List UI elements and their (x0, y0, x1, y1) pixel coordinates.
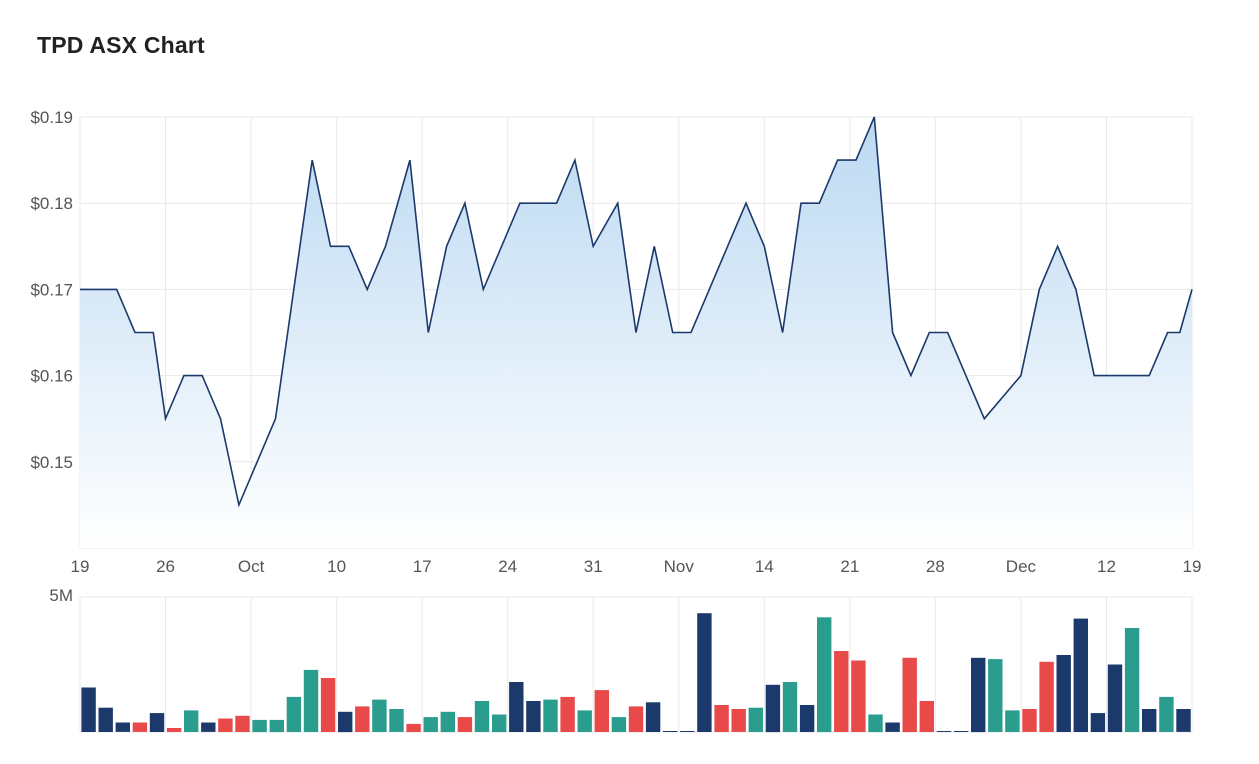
volume-bar (680, 731, 695, 732)
volume-bar (389, 709, 404, 732)
volume-bar (269, 719, 284, 733)
volume-bar (338, 711, 353, 733)
price-tick-label: $0.18 (30, 194, 73, 213)
date-tick-label: 19 (1183, 557, 1202, 576)
volume-bar (218, 718, 233, 732)
date-tick-label: 19 (71, 557, 90, 576)
price-tick-label: $0.16 (30, 367, 73, 386)
volume-bar (115, 722, 130, 732)
volume-bar (355, 706, 370, 732)
volume-bar (320, 678, 336, 732)
date-tick-label: 28 (926, 557, 945, 576)
volume-bar (1039, 661, 1054, 732)
volume-bar (714, 705, 729, 732)
volume-y-axis: 5M (49, 586, 73, 605)
volume-bar (560, 696, 575, 732)
price-tick-label: $0.19 (30, 108, 73, 127)
volume-bar (474, 701, 490, 732)
volume-bar (697, 613, 712, 732)
volume-bar (492, 714, 507, 733)
volume-bar (509, 682, 524, 732)
volume-bar (1159, 696, 1174, 732)
price-line (80, 116, 1193, 508)
volume-bar (457, 717, 473, 732)
volume-bar (799, 705, 815, 732)
price-tick-label: $0.17 (30, 280, 73, 299)
volume-bar (1022, 709, 1037, 732)
volume-bar (252, 719, 267, 733)
price-y-axis: $0.19 $0.18 $0.17 $0.16 $0.15 (30, 108, 73, 472)
volume-bar (748, 707, 763, 732)
volume-bar (919, 701, 934, 732)
volume-bar (936, 731, 952, 732)
volume-bar (1176, 709, 1191, 732)
date-tick-label: 10 (327, 557, 346, 576)
volume-bar (782, 682, 798, 732)
date-tick-label: 12 (1097, 557, 1116, 576)
date-tick-label: 21 (840, 557, 859, 576)
date-tick-label: 31 (584, 557, 603, 576)
chart-title: TPD ASX Chart (37, 32, 205, 58)
volume-bar (149, 713, 165, 732)
volume-bar (731, 709, 746, 732)
volume-tick-label: 5M (49, 586, 73, 605)
volume-bar (1142, 709, 1157, 732)
volume-bar (885, 722, 900, 732)
volume-bar (851, 660, 866, 732)
volume-bar (953, 731, 969, 732)
volume-bar (645, 702, 661, 732)
date-tick-label: 17 (413, 557, 432, 576)
price-tick-label: $0.15 (30, 453, 73, 472)
volume-bar (406, 723, 421, 732)
volume-bar (526, 701, 541, 732)
volume-bar (1090, 713, 1106, 732)
volume-bar (440, 711, 455, 733)
volume-bar (286, 696, 302, 732)
volume-bar (611, 717, 627, 732)
volume-bar (1005, 710, 1020, 732)
volume-bar (372, 699, 387, 732)
volume-bar (817, 617, 832, 733)
volume-bar (1107, 664, 1123, 732)
date-tick-label: 26 (156, 557, 175, 576)
date-tick-label: 24 (498, 557, 517, 576)
volume-bar (868, 714, 883, 733)
volume-bar (98, 707, 113, 732)
volume-bar (201, 722, 216, 732)
volume-bar (663, 731, 678, 732)
date-tick-label: Dec (1006, 557, 1037, 576)
volume-bar (1056, 655, 1071, 732)
price-area (80, 116, 1193, 548)
volume-bar (971, 657, 986, 733)
volume-bars (81, 613, 1191, 733)
volume-bar (423, 717, 438, 732)
date-tick-label: 14 (755, 557, 774, 576)
volume-bar (988, 659, 1003, 732)
volume-bar (132, 722, 148, 732)
volume-bar (594, 690, 609, 732)
volume-bar (543, 699, 558, 732)
date-tick-label: Oct (238, 557, 265, 576)
volume-bar (577, 710, 592, 732)
date-x-axis: 19 26 Oct 10 17 24 31 Nov 14 21 28 Dec 12 19 (71, 557, 1202, 576)
volume-bar (235, 715, 250, 732)
volume-bar (1124, 628, 1140, 732)
volume-bar (81, 687, 96, 732)
date-tick-label: Nov (664, 557, 695, 576)
volume-bar (1073, 618, 1088, 732)
volume-bar (184, 710, 199, 732)
volume-bar (834, 651, 849, 732)
volume-bar (166, 728, 182, 732)
volume-bar (303, 669, 319, 732)
volume-bar (902, 657, 917, 733)
volume-bar (765, 684, 781, 733)
volume-bar (628, 706, 644, 732)
